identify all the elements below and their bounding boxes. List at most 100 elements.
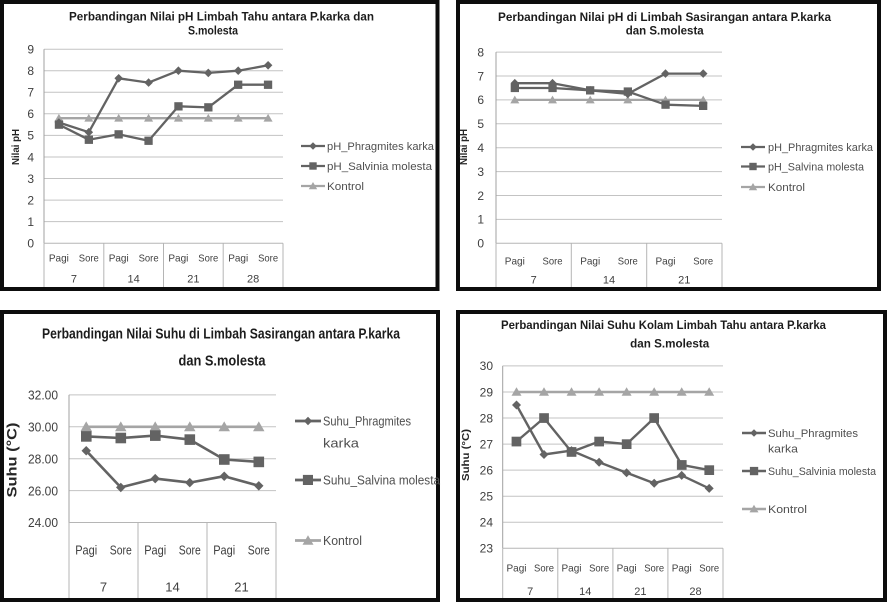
svg-text:4: 4 [477, 141, 484, 155]
svg-text:21: 21 [234, 580, 248, 595]
svg-text:Pagi: Pagi [75, 544, 97, 558]
svg-text:dan S.molesta: dan S.molesta [179, 354, 267, 370]
svg-text:pH_Phragmites karka: pH_Phragmites karka [327, 141, 435, 153]
svg-text:Sore: Sore [534, 563, 554, 575]
svg-text:pH_Phragmites karka: pH_Phragmites karka [768, 142, 874, 154]
svg-text:23: 23 [480, 542, 494, 556]
svg-text:28: 28 [480, 411, 494, 425]
svg-text:28: 28 [247, 274, 259, 286]
svg-text:9: 9 [27, 43, 34, 57]
svg-text:Sore: Sore [589, 563, 609, 575]
svg-text:Pagi: Pagi [144, 544, 166, 558]
svg-text:Nilai pH: Nilai pH [11, 129, 22, 165]
svg-text:pH_Salvina molesta: pH_Salvina molesta [768, 162, 865, 174]
svg-text:14: 14 [579, 586, 591, 598]
svg-text:14: 14 [127, 274, 139, 286]
svg-text:Sore: Sore [644, 563, 664, 575]
svg-text:Suhu (°C): Suhu (°C) [460, 429, 472, 481]
svg-text:28.00: 28.00 [28, 451, 58, 466]
svg-text:0: 0 [477, 237, 484, 251]
svg-text:Perbandingan Nilai pH di Limba: Perbandingan Nilai pH di Limbah Sasirang… [498, 12, 832, 24]
svg-text:3: 3 [27, 172, 34, 186]
svg-text:Pagi: Pagi [109, 253, 129, 265]
svg-text:Sore: Sore [693, 256, 713, 268]
svg-text:Pagi: Pagi [228, 253, 248, 265]
svg-text:Suhu_Phragmites: Suhu_Phragmites [323, 415, 411, 429]
svg-text:21: 21 [678, 275, 690, 287]
svg-text:Sore: Sore [618, 256, 638, 268]
svg-text:karka: karka [768, 444, 799, 456]
svg-text:14: 14 [603, 275, 615, 287]
svg-text:Suhu_Phragmites: Suhu_Phragmites [768, 428, 859, 440]
svg-text:21: 21 [187, 274, 199, 286]
svg-text:26: 26 [480, 463, 494, 477]
svg-text:7: 7 [27, 86, 34, 100]
svg-text:Pagi: Pagi [505, 256, 525, 268]
svg-text:Pagi: Pagi [168, 253, 188, 265]
svg-text:Pagi: Pagi [507, 563, 527, 575]
svg-text:1: 1 [477, 213, 484, 227]
svg-text:3: 3 [477, 165, 484, 179]
svg-text:Suhu_Salvina molesta: Suhu_Salvina molesta [323, 474, 440, 488]
svg-text:Sore: Sore [248, 544, 270, 558]
svg-text:Perbandingan Nilai pH Limbah T: Perbandingan Nilai pH Limbah Tahu antara… [69, 12, 374, 24]
svg-text:1: 1 [27, 215, 34, 229]
svg-text:8: 8 [477, 45, 484, 59]
svg-text:Suhu (°C): Suhu (°C) [4, 423, 20, 498]
svg-text:Suhu_Salvinia molesta: Suhu_Salvinia molesta [768, 466, 877, 478]
svg-text:14: 14 [165, 580, 179, 595]
svg-text:0: 0 [27, 237, 34, 251]
svg-text:5: 5 [477, 117, 484, 131]
svg-text:6: 6 [27, 107, 34, 121]
svg-text:7: 7 [527, 586, 533, 598]
svg-text:Pagi: Pagi [213, 544, 235, 558]
svg-text:Perbandingan Nilai Suhu di Lim: Perbandingan Nilai Suhu di Limbah Sasira… [42, 327, 401, 343]
svg-text:Pagi: Pagi [580, 256, 600, 268]
svg-text:dan S.molesta: dan S.molesta [626, 26, 705, 38]
svg-text:Pagi: Pagi [49, 253, 69, 265]
svg-text:4: 4 [27, 150, 34, 164]
svg-text:28: 28 [689, 586, 701, 598]
svg-text:Sore: Sore [699, 563, 719, 575]
svg-text:Sore: Sore [258, 253, 278, 265]
svg-text:Kontrol: Kontrol [768, 504, 807, 516]
svg-text:2: 2 [477, 189, 484, 203]
svg-text:Kontrol: Kontrol [768, 182, 805, 194]
svg-text:S.molesta: S.molesta [188, 26, 239, 38]
svg-text:Sore: Sore [79, 253, 99, 265]
svg-text:Pagi: Pagi [617, 563, 637, 575]
svg-text:Sore: Sore [198, 253, 218, 265]
svg-text:27: 27 [480, 437, 494, 451]
svg-text:Sore: Sore [110, 544, 132, 558]
svg-text:karka: karka [323, 437, 359, 451]
svg-text:Perbandingan Nilai Suhu Kola: Perbandingan Nilai Suhu Kolam Limbah Tah… [501, 320, 827, 332]
svg-text:Sore: Sore [139, 253, 159, 265]
svg-text:29: 29 [480, 385, 494, 399]
svg-text:7: 7 [531, 275, 537, 287]
svg-text:7: 7 [477, 69, 484, 83]
svg-text:32.00: 32.00 [28, 388, 58, 403]
svg-text:Kontrol: Kontrol [323, 534, 362, 548]
svg-text:dan S.molesta: dan S.molesta [630, 339, 710, 351]
svg-text:Pagi: Pagi [562, 563, 582, 575]
svg-text:Pagi: Pagi [656, 256, 676, 268]
svg-text:Pagi: Pagi [672, 563, 692, 575]
svg-text:24.00: 24.00 [28, 515, 58, 530]
svg-text:30.00: 30.00 [28, 420, 58, 435]
svg-text:8: 8 [27, 64, 34, 78]
svg-text:30: 30 [480, 359, 494, 373]
svg-text:7: 7 [71, 274, 77, 286]
svg-text:Sore: Sore [179, 544, 201, 558]
svg-text:Sore: Sore [543, 256, 563, 268]
svg-text:26.00: 26.00 [28, 483, 58, 498]
svg-text:Nilai pH: Nilai pH [459, 129, 470, 165]
svg-text:24: 24 [480, 516, 494, 530]
svg-text:pH_Salvinia molesta: pH_Salvinia molesta [327, 161, 433, 173]
svg-text:25: 25 [480, 490, 494, 504]
svg-text:6: 6 [477, 93, 484, 107]
svg-text:2: 2 [27, 193, 34, 207]
svg-text:5: 5 [27, 129, 34, 143]
svg-text:7: 7 [100, 580, 107, 595]
svg-text:21: 21 [634, 586, 646, 598]
svg-text:Kontrol: Kontrol [327, 181, 364, 193]
